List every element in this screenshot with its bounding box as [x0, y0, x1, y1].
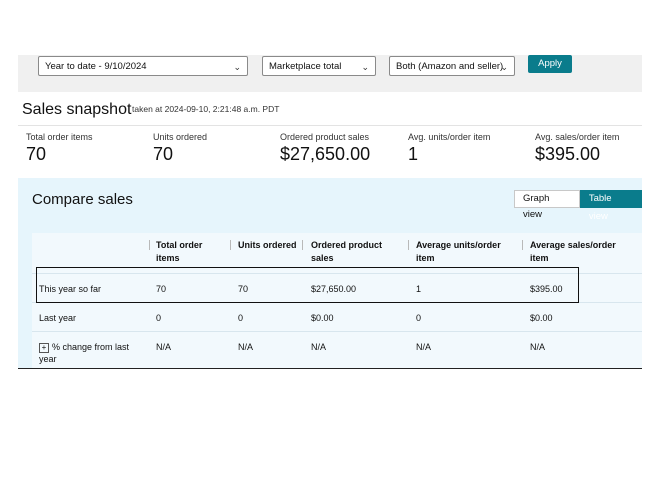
date-range-select[interactable]: Year to date - 9/10/2024 ⌄ — [38, 56, 248, 76]
table-cell: N/A — [311, 342, 327, 352]
graph-view-button[interactable]: Graph view — [514, 190, 580, 220]
column-header: Total order items — [156, 240, 203, 263]
marketplace-value: Marketplace total — [269, 61, 342, 72]
column-separator — [149, 240, 150, 250]
metric-units-ordered: Units ordered 70 — [153, 132, 207, 165]
table-cell: $27,650.00 — [311, 284, 357, 294]
table-cell: $395.00 — [530, 284, 563, 294]
filter-bar: Year to date - 9/10/2024 ⌄ Marketplace t… — [18, 55, 642, 92]
table-row: This year so far 70 70 $27,650.00 1 $395… — [32, 273, 642, 302]
highlight-box — [36, 267, 579, 303]
metric-value: $395.00 — [535, 144, 601, 164]
metric-value: $27,650.00 — [280, 144, 371, 164]
table-header: Total order items Units ordered Ordered … — [32, 233, 642, 273]
table-cell: N/A — [416, 342, 432, 352]
fulfillment-value: Both (Amazon and seller) — [396, 61, 504, 72]
bottom-border — [18, 368, 642, 369]
metric-value: 70 — [153, 144, 174, 164]
table-cell: 0 — [156, 313, 162, 323]
table-view-button[interactable]: Table view — [579, 190, 642, 222]
date-range-value: Year to date - 9/10/2024 — [45, 61, 147, 72]
metric-label: Total order items — [26, 132, 93, 142]
row-label: % change from last year — [39, 342, 130, 364]
compare-table: Total order items Units ordered Ordered … — [32, 233, 642, 368]
row-label-wrap[interactable]: +% change from last year — [39, 341, 139, 365]
compare-title: Compare sales — [32, 191, 133, 208]
column-separator — [230, 240, 231, 250]
snapshot-title: Sales snapshot — [22, 101, 132, 118]
metric-total-order-items: Total order items 70 — [26, 132, 93, 165]
row-label: This year so far — [39, 284, 102, 294]
table-row: Last year 0 0 $0.00 0 $0.00 — [32, 302, 642, 331]
table-cell: 70 — [238, 284, 249, 294]
view-toggle: Graph view Table view — [514, 190, 642, 222]
metric-label: Units ordered — [153, 132, 208, 142]
column-header: Average units/order item — [416, 240, 501, 263]
column-header: Units ordered — [238, 240, 297, 250]
table-cell: $0.00 — [530, 313, 553, 323]
table-cell: 1 — [416, 284, 422, 294]
table-row: +% change from last year N/A N/A N/A N/A… — [32, 331, 642, 369]
table-cell: 70 — [156, 284, 167, 294]
metric-avg-units: Avg. units/order item 1 — [408, 132, 490, 165]
apply-button[interactable]: Apply — [528, 55, 572, 73]
metric-ordered-product-sales: Ordered product sales $27,650.00 — [280, 132, 370, 165]
compare-sales-panel: Compare sales Graph view Table view Tota… — [18, 178, 642, 368]
metric-label: Avg. sales/order item — [535, 132, 620, 142]
metric-value: 70 — [26, 144, 47, 164]
metric-label: Ordered product sales — [280, 132, 370, 142]
marketplace-select[interactable]: Marketplace total ⌄ — [262, 56, 376, 76]
divider — [18, 125, 642, 126]
column-header: Average sales/order item — [530, 240, 616, 263]
column-separator — [408, 240, 409, 250]
table-cell: N/A — [530, 342, 546, 352]
table-cell: $0.00 — [311, 313, 334, 323]
table-cell: N/A — [238, 342, 254, 352]
table-cell: 0 — [416, 313, 422, 323]
fulfillment-select[interactable]: Both (Amazon and seller) ⌄ — [389, 56, 515, 76]
chevron-down-icon: ⌄ — [361, 62, 369, 72]
column-header: Ordered product sales — [311, 240, 383, 263]
chevron-down-icon: ⌄ — [500, 62, 508, 72]
plus-icon[interactable]: + — [39, 343, 49, 353]
metric-avg-sales: Avg. sales/order item $395.00 — [535, 132, 619, 165]
snapshot-timestamp: taken at 2024-09-10, 2:21:48 a.m. PDT — [132, 104, 280, 114]
column-separator — [522, 240, 523, 250]
metric-value: 1 — [408, 144, 419, 164]
column-separator — [302, 240, 303, 250]
sales-snapshot: Sales snapshot taken at 2024-09-10, 2:21… — [18, 92, 642, 178]
metric-label: Avg. units/order item — [408, 132, 491, 142]
table-cell: 0 — [238, 313, 244, 323]
row-label: Last year — [39, 313, 77, 323]
chevron-down-icon: ⌄ — [233, 62, 241, 72]
table-cell: N/A — [156, 342, 172, 352]
